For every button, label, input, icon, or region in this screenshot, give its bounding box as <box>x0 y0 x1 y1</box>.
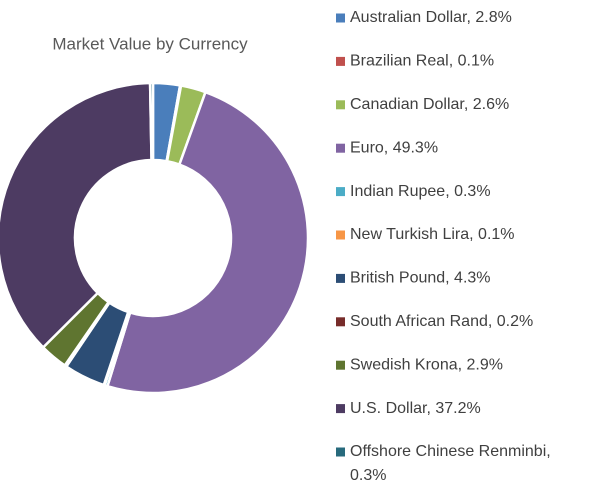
legend-swatch <box>336 273 345 283</box>
legend-swatch <box>336 230 345 240</box>
legend-label: Indian Rupee, 0.3% <box>350 183 491 200</box>
legend-label: British Pound, 4.3% <box>350 270 491 287</box>
donut-slice <box>148 81 155 162</box>
legend-swatch <box>336 13 345 23</box>
legend-swatch <box>336 187 345 197</box>
legend-swatch <box>336 100 345 110</box>
donut-slice <box>0 81 153 350</box>
legend-swatch <box>336 360 345 370</box>
legend-label: Swedish Krona, 2.9% <box>350 356 503 373</box>
legend-label: Australian Dollar, 2.8% <box>350 9 512 26</box>
legend-label: Canadian Dollar, 2.6% <box>350 96 509 113</box>
legend-swatch <box>336 317 345 327</box>
legend-label: Offshore Chinese Renminbi, 0.3% <box>350 443 551 484</box>
chart-title: Market Value by Currency <box>52 34 248 53</box>
legend-label: Euro, 49.3% <box>350 139 438 156</box>
legend-label: Brazilian Real, 0.1% <box>350 53 494 70</box>
legend-swatch <box>336 56 345 66</box>
legend-swatch <box>336 447 345 457</box>
legend-label: U.S. Dollar, 37.2% <box>350 400 481 417</box>
legend-swatch <box>336 404 345 414</box>
legend-swatch <box>336 143 345 153</box>
legend-label: New Turkish Lira, 0.1% <box>350 226 515 243</box>
donut-slice <box>105 90 310 395</box>
legend-label: South African Rand, 0.2% <box>350 313 533 330</box>
